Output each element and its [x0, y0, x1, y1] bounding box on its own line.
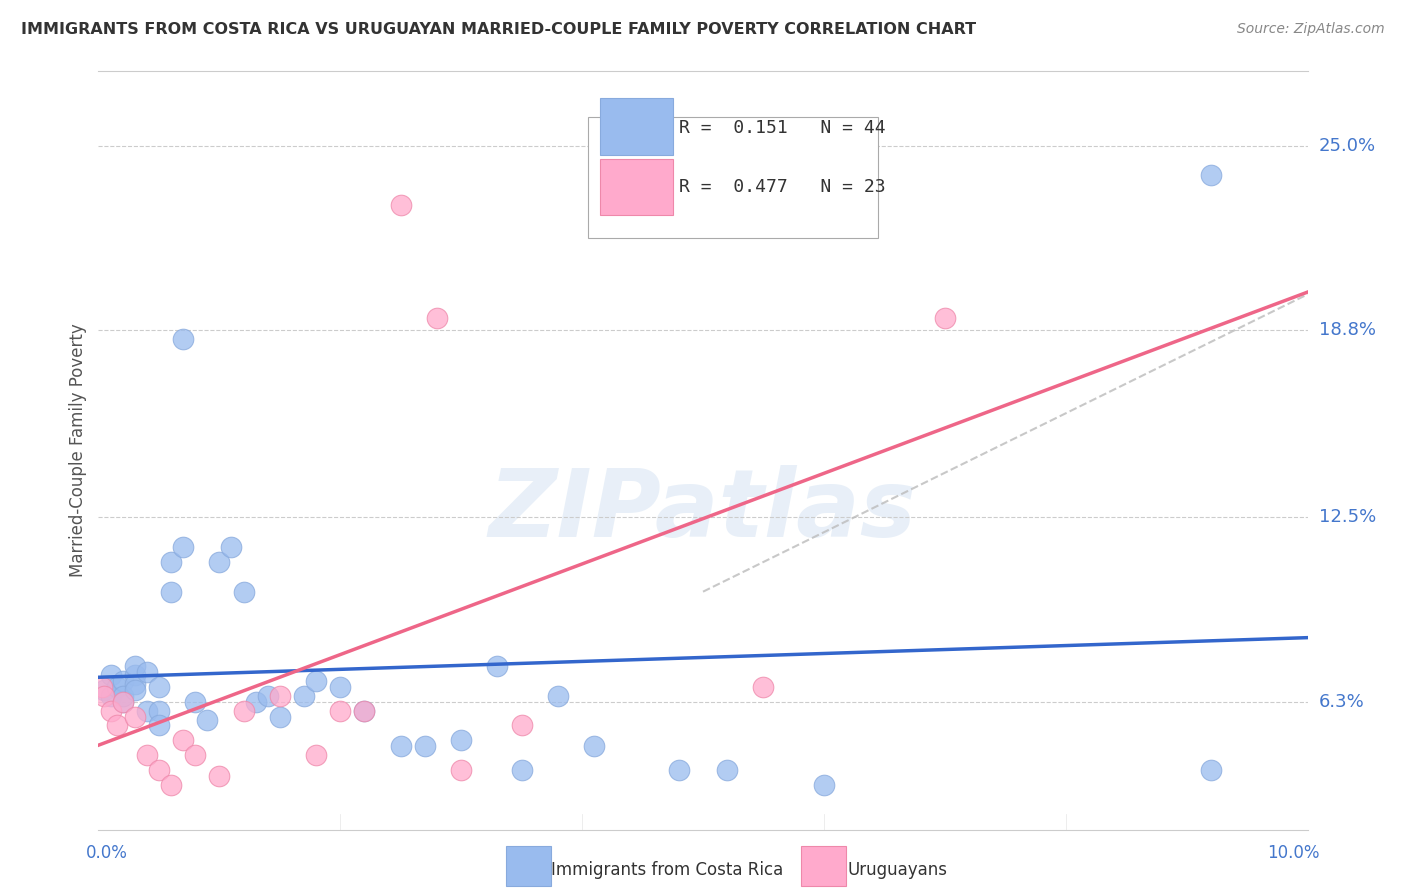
- Point: [668, 763, 690, 777]
- Point: [148, 704, 170, 718]
- Point: [232, 584, 254, 599]
- Point: [353, 704, 375, 718]
- Point: [716, 763, 738, 777]
- Point: [583, 739, 606, 754]
- Point: [111, 695, 134, 709]
- Point: [450, 733, 472, 747]
- Point: [124, 677, 146, 691]
- Point: [752, 680, 775, 694]
- Point: [389, 198, 412, 212]
- Point: [100, 689, 122, 703]
- Point: [160, 555, 183, 569]
- Point: [160, 584, 183, 599]
- Text: 6.3%: 6.3%: [1319, 693, 1364, 711]
- Point: [813, 778, 835, 792]
- Point: [208, 555, 231, 569]
- Text: 25.0%: 25.0%: [1319, 136, 1376, 154]
- Point: [124, 659, 146, 673]
- Point: [195, 713, 218, 727]
- Point: [148, 680, 170, 694]
- Point: [172, 733, 194, 747]
- Point: [292, 689, 315, 703]
- Text: 10.0%: 10.0%: [1267, 845, 1320, 863]
- Text: 0.0%: 0.0%: [86, 845, 128, 863]
- Point: [135, 665, 157, 679]
- Point: [269, 709, 291, 723]
- Point: [305, 748, 328, 763]
- Text: R =  0.151   N = 44: R = 0.151 N = 44: [679, 120, 886, 137]
- Point: [135, 748, 157, 763]
- Text: Immigrants from Costa Rica: Immigrants from Costa Rica: [551, 861, 783, 879]
- Point: [105, 680, 128, 694]
- Point: [221, 540, 243, 554]
- Text: 18.8%: 18.8%: [1319, 321, 1375, 339]
- Point: [510, 718, 533, 732]
- Point: [148, 718, 170, 732]
- Point: [353, 704, 375, 718]
- Point: [91, 680, 114, 694]
- Point: [510, 763, 533, 777]
- Point: [124, 709, 146, 723]
- Text: 12.5%: 12.5%: [1319, 508, 1376, 526]
- Point: [93, 689, 115, 703]
- Point: [329, 680, 352, 694]
- Point: [160, 778, 183, 792]
- Point: [100, 704, 122, 718]
- FancyBboxPatch shape: [600, 98, 672, 155]
- Point: [172, 540, 194, 554]
- Point: [93, 682, 115, 697]
- Point: [547, 689, 569, 703]
- Point: [934, 311, 956, 326]
- Text: R =  0.477   N = 23: R = 0.477 N = 23: [679, 178, 886, 195]
- Text: ZIPatlas: ZIPatlas: [489, 465, 917, 558]
- Point: [389, 739, 412, 754]
- Text: IMMIGRANTS FROM COSTA RICA VS URUGUAYAN MARRIED-COUPLE FAMILY POVERTY CORRELATIO: IMMIGRANTS FROM COSTA RICA VS URUGUAYAN …: [21, 22, 976, 37]
- Point: [111, 673, 134, 688]
- Point: [329, 704, 352, 718]
- Point: [486, 659, 509, 673]
- FancyBboxPatch shape: [600, 159, 672, 216]
- Point: [184, 748, 207, 763]
- Point: [100, 668, 122, 682]
- Point: [1199, 763, 1222, 777]
- Point: [426, 311, 449, 326]
- FancyBboxPatch shape: [588, 117, 879, 238]
- Text: Uruguayans: Uruguayans: [848, 861, 948, 879]
- Point: [184, 695, 207, 709]
- Point: [111, 695, 134, 709]
- Point: [111, 689, 134, 703]
- Point: [450, 763, 472, 777]
- Point: [1199, 169, 1222, 183]
- Point: [124, 668, 146, 682]
- Point: [148, 763, 170, 777]
- Point: [105, 718, 128, 732]
- Point: [208, 769, 231, 783]
- Point: [413, 739, 436, 754]
- Point: [124, 682, 146, 697]
- Y-axis label: Married-Couple Family Poverty: Married-Couple Family Poverty: [69, 324, 87, 577]
- Point: [269, 689, 291, 703]
- Point: [135, 704, 157, 718]
- Point: [305, 673, 328, 688]
- Point: [232, 704, 254, 718]
- Point: [172, 332, 194, 346]
- Point: [245, 695, 267, 709]
- Text: Source: ZipAtlas.com: Source: ZipAtlas.com: [1237, 22, 1385, 37]
- Point: [256, 689, 278, 703]
